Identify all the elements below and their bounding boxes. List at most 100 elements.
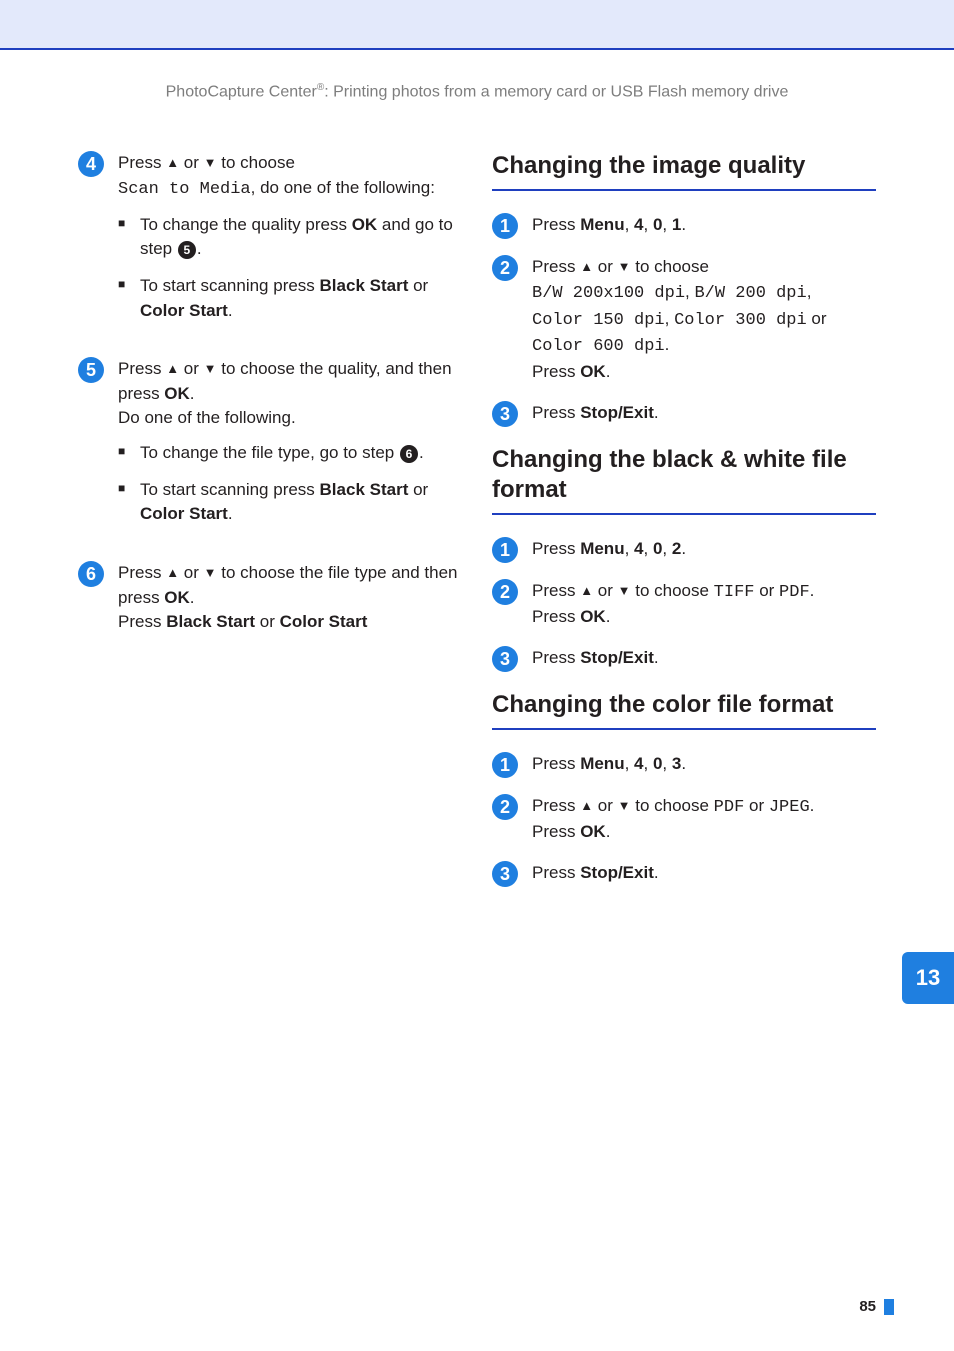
text: ,: [644, 754, 653, 773]
black-start-key: Black Start: [166, 612, 255, 631]
step-body: Press ▲ or ▼ to choose B/W 200x100 dpi, …: [532, 255, 876, 384]
text: .: [654, 863, 659, 882]
text: .: [419, 443, 424, 462]
header-prefix: PhotoCapture Center: [166, 83, 317, 100]
text: ,: [662, 754, 671, 773]
text: To start scanning press: [140, 480, 320, 499]
key-4: 4: [634, 754, 643, 773]
text: Press: [532, 581, 580, 600]
text: .: [606, 607, 611, 626]
up-arrow-icon: ▲: [166, 155, 179, 170]
text: to choose: [217, 153, 295, 172]
black-start-key: Black Start: [320, 276, 409, 295]
text: or: [179, 359, 204, 378]
text: or: [179, 563, 204, 582]
step-body: Press ▲ or ▼ to choose TIFF or PDF. Pres…: [532, 579, 876, 630]
text: .: [190, 384, 195, 403]
left-column: 4 Press ▲ or ▼ to choose Scan to Media, …: [78, 151, 462, 903]
header-rest: : Printing photos from a memory card or …: [324, 83, 788, 100]
step-body: Press Stop/Exit.: [532, 861, 876, 887]
text: To change the quality press: [140, 215, 352, 234]
step-badge-1: 1: [492, 213, 518, 239]
chapter-tab: 13: [902, 952, 954, 1004]
text: Press: [118, 612, 166, 631]
color-start-key: Color Start: [280, 612, 368, 631]
section-heading-color-file-format: Changing the color file format: [492, 690, 876, 730]
stop-exit-key: Stop/Exit: [580, 648, 654, 667]
step-ref-5-icon: 5: [178, 241, 196, 259]
sec2-step-3: 3 Press Stop/Exit.: [492, 646, 876, 672]
down-arrow-icon: ▼: [204, 565, 217, 580]
step-4: 4 Press ▲ or ▼ to choose Scan to Media, …: [78, 151, 462, 341]
option-bw-200: B/W 200 dpi: [694, 284, 806, 303]
step-badge-4: 4: [78, 151, 104, 177]
up-arrow-icon: ▲: [580, 259, 593, 274]
sec2-step-2: 2 Press ▲ or ▼ to choose TIFF or PDF. Pr…: [492, 579, 876, 630]
page-number: 85: [859, 1298, 876, 1315]
text: Press: [532, 215, 580, 234]
option-tiff: TIFF: [714, 583, 755, 602]
step-4-bullets: To change the quality press OK and go to…: [118, 213, 462, 324]
text: .: [606, 362, 611, 381]
text: ,: [625, 215, 634, 234]
step-5-bullets: To change the file type, go to step 6. T…: [118, 441, 462, 527]
text: .: [681, 754, 686, 773]
step-badge-1: 1: [492, 752, 518, 778]
text: Press: [532, 607, 580, 626]
key-3: 3: [672, 754, 681, 773]
sec1-step-3: 3 Press Stop/Exit.: [492, 401, 876, 427]
menu-key: Menu: [580, 215, 624, 234]
text: or: [744, 796, 769, 815]
option-bw-200x100: B/W 200x100 dpi: [532, 284, 685, 303]
text: to choose: [631, 581, 714, 600]
step-badge-3: 3: [492, 401, 518, 427]
down-arrow-icon: ▼: [204, 361, 217, 376]
step-badge-1: 1: [492, 537, 518, 563]
down-arrow-icon: ▼: [618, 798, 631, 813]
text: Press: [532, 754, 580, 773]
text: .: [228, 504, 233, 523]
key-4: 4: [634, 215, 643, 234]
text: .: [810, 796, 815, 815]
section-heading-image-quality: Changing the image quality: [492, 151, 876, 191]
text: Press: [532, 822, 580, 841]
text: To change the file type, go to step: [140, 443, 399, 462]
top-band: [0, 0, 954, 50]
ok-key: OK: [580, 362, 606, 381]
text: Press: [532, 863, 580, 882]
text: ,: [662, 539, 671, 558]
step-body: Press ▲ or ▼ to choose PDF or JPEG. Pres…: [532, 794, 876, 845]
key-0: 0: [653, 215, 662, 234]
down-arrow-icon: ▼: [618, 583, 631, 598]
step-badge-2: 2: [492, 579, 518, 605]
color-start-key: Color Start: [140, 301, 228, 320]
text: or: [255, 612, 280, 631]
step-badge-3: 3: [492, 646, 518, 672]
section-heading-bw-file-format: Changing the black & white file format: [492, 445, 876, 515]
text: ,: [807, 282, 812, 301]
text: , do one of the following:: [251, 178, 435, 197]
text: to choose: [631, 796, 714, 815]
text: .: [810, 581, 815, 600]
down-arrow-icon: ▼: [618, 259, 631, 274]
step-body: Press Stop/Exit.: [532, 401, 876, 427]
menu-key: Menu: [580, 539, 624, 558]
step-ref-6-icon: 6: [400, 445, 418, 463]
running-header: PhotoCapture Center®: Printing photos fr…: [0, 82, 954, 101]
step-body: Press Menu, 4, 0, 1.: [532, 213, 876, 239]
step-4-body: Press ▲ or ▼ to choose Scan to Media, do…: [118, 151, 462, 341]
text: Press: [532, 796, 580, 815]
sec2-step-1: 1 Press Menu, 4, 0, 2.: [492, 537, 876, 563]
step-body: Press Menu, 4, 0, 3.: [532, 752, 876, 778]
option-scan-to-media: Scan to Media: [118, 180, 251, 199]
stop-exit-key: Stop/Exit: [580, 863, 654, 882]
option-pdf: PDF: [714, 798, 745, 817]
step-6: 6 Press ▲ or ▼ to choose the file type a…: [78, 561, 462, 635]
color-start-key: Color Start: [140, 504, 228, 523]
text: or: [754, 581, 779, 600]
step-badge-6: 6: [78, 561, 104, 587]
ok-key: OK: [580, 822, 606, 841]
text: Do one of the following.: [118, 408, 296, 427]
text: Press: [532, 648, 580, 667]
text: .: [665, 335, 670, 354]
